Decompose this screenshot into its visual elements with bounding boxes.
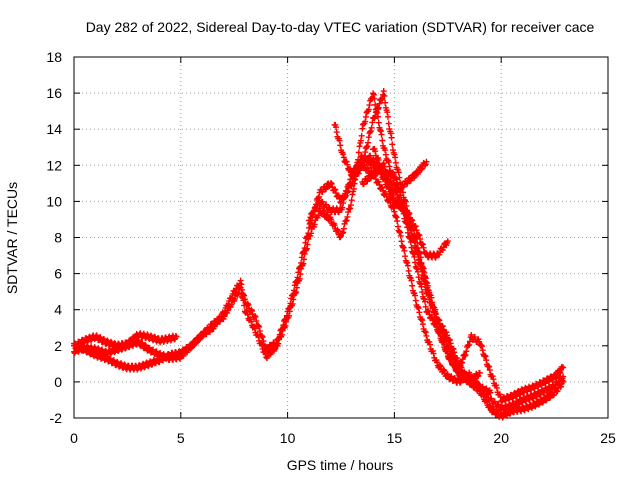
x-axis-label: GPS time / hours [287, 457, 394, 473]
x-tick-label: 10 [280, 430, 296, 446]
y-tick-label: 16 [46, 85, 62, 101]
y-axis-label: SDTVAR / TECUs [4, 182, 20, 294]
grid-lines [74, 57, 608, 418]
y-tick-label: 12 [46, 157, 62, 173]
series-track-g [365, 152, 494, 397]
y-tick-label: 4 [54, 302, 62, 318]
x-tick-label: 25 [600, 430, 616, 446]
x-tick-label: 5 [177, 430, 185, 446]
x-tick-label: 15 [387, 430, 403, 446]
x-axis-ticks: 0 5 10 15 20 25 [70, 57, 616, 446]
y-tick-label: 10 [46, 193, 62, 209]
y-tick-label: 2 [54, 338, 62, 354]
y-tick-label: 18 [46, 49, 62, 65]
y-tick-label: 14 [46, 121, 62, 137]
series-track-h [359, 158, 430, 196]
data-marks [71, 88, 567, 421]
series-markers-track-g [365, 152, 494, 397]
y-axis-ticks: -2 0 2 4 6 8 10 12 14 16 18 [46, 49, 608, 426]
chart-title: Day 282 of 2022, Sidereal Day-to-day VTE… [86, 19, 595, 35]
y-tick-label: 6 [54, 266, 62, 282]
y-tick-label: 8 [54, 230, 62, 246]
x-tick-label: 20 [493, 430, 509, 446]
y-tick-label: -2 [50, 410, 63, 426]
y-tick-label: 0 [54, 374, 62, 390]
x-tick-label: 0 [70, 430, 78, 446]
series-markers-track-h [359, 158, 430, 196]
